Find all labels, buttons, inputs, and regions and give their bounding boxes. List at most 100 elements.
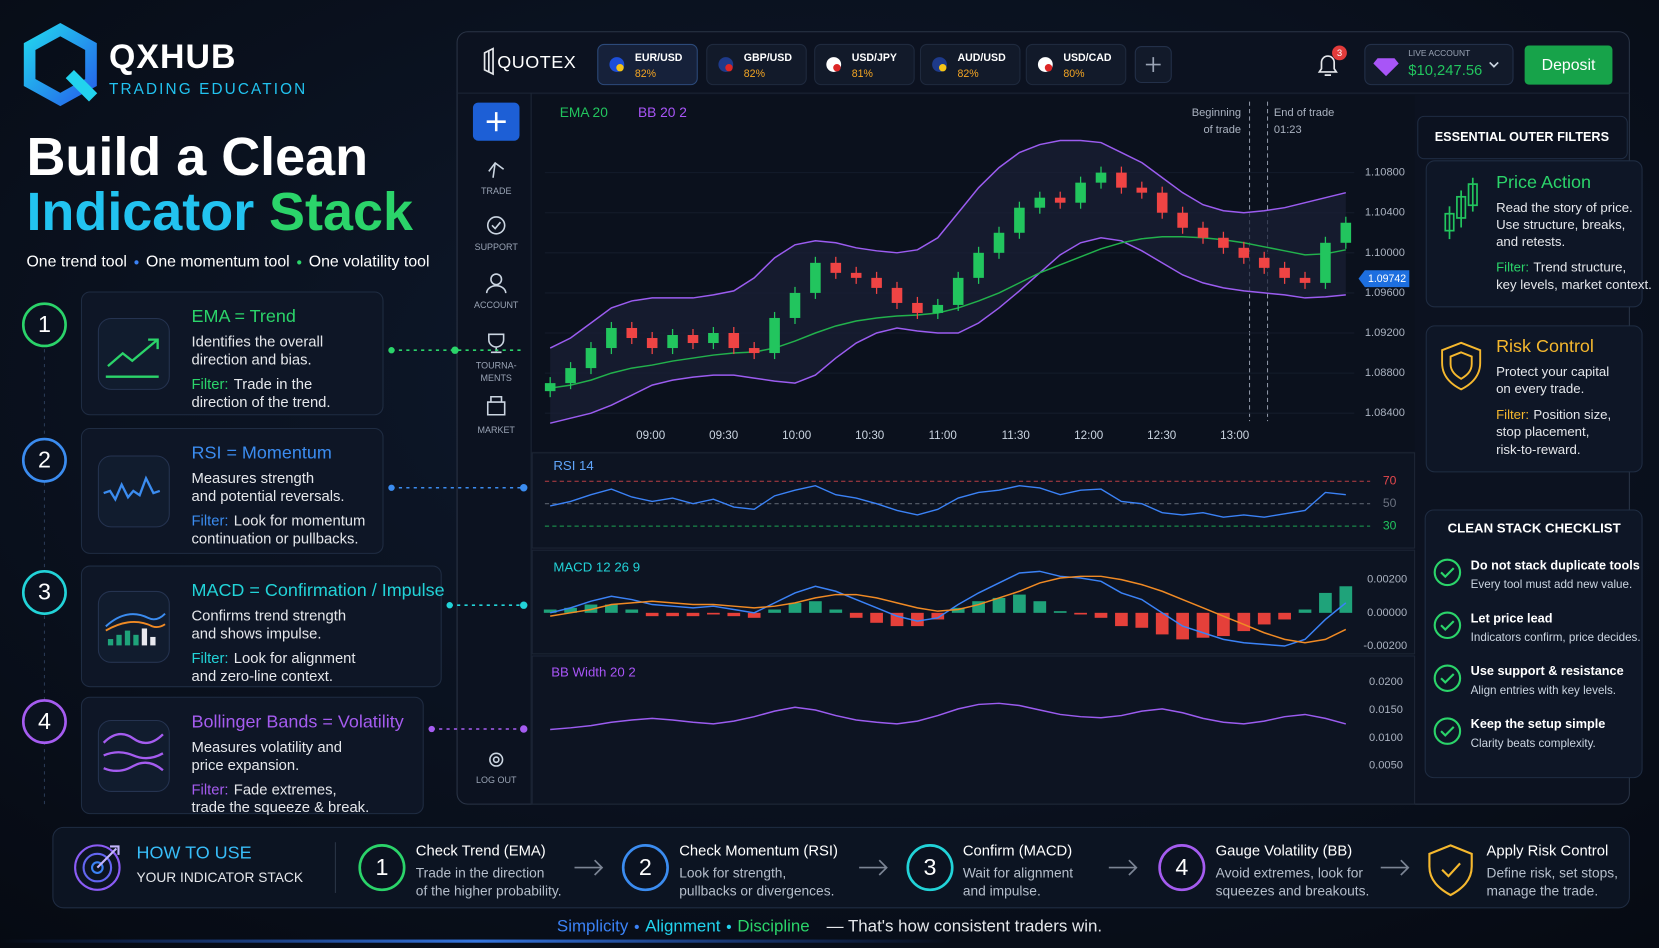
- macd-histogram-bar: [809, 601, 822, 613]
- asset-tab[interactable]: [814, 43, 915, 86]
- asset-tab[interactable]: [1025, 43, 1127, 86]
- check-circle: [1433, 717, 1462, 745]
- trend-icon: [105, 338, 159, 378]
- candle-body: [973, 252, 984, 278]
- macd-histogram-bar: [911, 612, 924, 627]
- connector-dot: [388, 347, 395, 354]
- bollinger-upper: [549, 139, 1346, 349]
- filter-card-filter: risk-to-reward.: [1496, 442, 1580, 457]
- check-circle: [1433, 558, 1462, 587]
- filter-label: Filter:: [192, 651, 229, 667]
- brand-name: QXHUB: [109, 38, 237, 76]
- step-circle: [906, 844, 954, 892]
- step-circle: [1158, 844, 1206, 892]
- candle-body: [544, 383, 556, 392]
- step-number: 1: [38, 311, 51, 337]
- asset-pair: EUR/USD: [635, 52, 683, 64]
- macd-histogram-bar: [686, 612, 700, 617]
- candle-body: [993, 232, 1005, 253]
- x-tick-label: 11:30: [1002, 429, 1031, 442]
- macd-histogram-bar: [1257, 612, 1271, 625]
- plus-icon: [486, 112, 506, 132]
- step-circle: [621, 844, 669, 892]
- candle-body: [565, 368, 576, 384]
- candles-icon: [1444, 177, 1478, 240]
- indicator-title: MACD = Confirmation / Impulse: [192, 580, 445, 600]
- candle-body: [1095, 172, 1107, 183]
- account-box[interactable]: [1364, 43, 1514, 86]
- candle-body: [912, 302, 923, 313]
- candle-body: [1014, 207, 1025, 233]
- x-tick-label: 12:30: [1147, 429, 1177, 442]
- candle-body: [667, 335, 678, 349]
- tool-label: One momentum tool: [146, 254, 290, 271]
- footer-tagline: — That's how consistent traders win.: [827, 916, 1102, 935]
- candle-body: [1054, 197, 1066, 203]
- trade-label: 01:23: [1274, 124, 1302, 136]
- candle-body: [952, 277, 964, 305]
- asset-tab[interactable]: [919, 43, 1021, 86]
- deposit-button[interactable]: [1524, 45, 1613, 85]
- indicator-text: Identifies the overall: [192, 335, 324, 351]
- macd-histogram-bar: [951, 607, 965, 613]
- quotex-logo-icon: [483, 47, 494, 76]
- macd-line: [550, 570, 1347, 647]
- step-text: Trade in the direction: [416, 866, 545, 881]
- asset-tab[interactable]: [597, 43, 698, 86]
- asset-pair: AUD/USD: [958, 52, 1007, 64]
- x-tick-label: 10:30: [855, 429, 885, 442]
- candle-body: [932, 304, 944, 313]
- macd-histogram-bar: [870, 612, 883, 623]
- flag: [939, 64, 947, 72]
- candle-body: [626, 327, 638, 339]
- macd-histogram-bar: [1013, 594, 1026, 613]
- step-text: Wait for alignment: [963, 866, 1073, 881]
- indicator-filter: Filter: Look for momentum: [192, 514, 366, 530]
- candle-body: [1034, 197, 1046, 208]
- check-mark: [1440, 726, 1455, 737]
- indicator-card: [80, 565, 442, 688]
- macd-histogram-bar: [1319, 592, 1332, 613]
- wave-icon: [103, 475, 161, 502]
- macd-histogram-bar: [584, 604, 598, 613]
- indicator-text: and shows impulse.: [192, 627, 322, 643]
- risk-shield-icon: [1428, 844, 1473, 897]
- step-text: Avoid extremes, look for: [1216, 866, 1364, 881]
- headline-2: Indicator Stack: [26, 182, 414, 242]
- sidebar-label: MENTS: [480, 373, 511, 383]
- filter-text: Look for alignment: [234, 651, 356, 667]
- mini-bar: [116, 634, 122, 646]
- x-tick-label: 12:00: [1074, 429, 1104, 442]
- asset-payout: 82%: [744, 68, 766, 80]
- add-icon: [1145, 57, 1161, 72]
- macd-histogram-bar: [788, 602, 802, 613]
- macd-histogram-bar: [1033, 601, 1047, 613]
- bell-icon[interactable]: [1317, 55, 1338, 76]
- y-tick-label: 1.09600: [1365, 287, 1405, 299]
- candle-body: [1218, 237, 1229, 248]
- filter-card-text: Read the story of price.: [1496, 200, 1633, 215]
- candle-body: [1279, 267, 1290, 278]
- candle-body: [1177, 212, 1188, 228]
- sidebar-label: TRADE: [481, 186, 511, 196]
- filter-card-text: Use structure, breaks,: [1496, 217, 1625, 232]
- filter-text: Trend structure,: [1533, 259, 1626, 274]
- sidebar-label: LOG OUT: [476, 775, 517, 785]
- bollinger-lower: [550, 237, 1346, 424]
- deposit-label: Deposit: [1542, 57, 1596, 74]
- signal-line: [550, 575, 1347, 644]
- candle-body: [1156, 192, 1168, 213]
- checklist-card: [1424, 509, 1643, 779]
- macd-histogram-bar: [992, 597, 1006, 613]
- y-tick-label: 1.08400: [1365, 407, 1405, 419]
- diamond-icon: [1373, 58, 1399, 77]
- macd-histogram-bar: [1074, 612, 1087, 615]
- step-circle: [21, 699, 67, 745]
- asset-tab[interactable]: [706, 43, 807, 86]
- current-price-tag: [1358, 270, 1410, 288]
- y-tick-label: 0.0150: [1369, 704, 1403, 716]
- filter-card-title: Price Action: [1496, 172, 1591, 192]
- y-tick-label: 0.0050: [1369, 760, 1403, 772]
- y-tick-label: 1.10400: [1365, 207, 1405, 219]
